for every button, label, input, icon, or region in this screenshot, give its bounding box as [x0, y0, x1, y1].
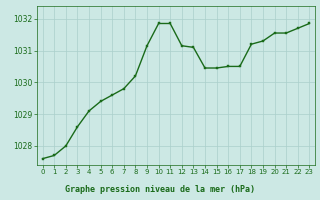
Text: Graphe pression niveau de la mer (hPa): Graphe pression niveau de la mer (hPa)	[65, 185, 255, 194]
